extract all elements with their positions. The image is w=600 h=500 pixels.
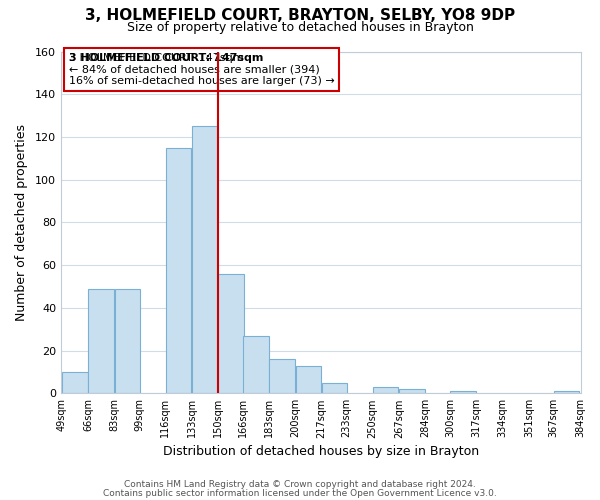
Text: Contains HM Land Registry data © Crown copyright and database right 2024.: Contains HM Land Registry data © Crown c…	[124, 480, 476, 489]
Bar	[115, 288, 140, 394]
Text: 3, HOLMEFIELD COURT, BRAYTON, SELBY, YO8 9DP: 3, HOLMEFIELD COURT, BRAYTON, SELBY, YO8…	[85, 8, 515, 22]
Bar	[192, 126, 217, 394]
Text: Contains public sector information licensed under the Open Government Licence v3: Contains public sector information licen…	[103, 488, 497, 498]
Bar	[166, 148, 191, 394]
Text: 3 HOLMEFIELD COURT: 147sqm
← 84% of detached houses are smaller (394)
16% of sem: 3 HOLMEFIELD COURT: 147sqm ← 84% of deta…	[69, 53, 334, 86]
Bar	[88, 288, 114, 394]
Bar	[296, 366, 321, 394]
X-axis label: Distribution of detached houses by size in Brayton: Distribution of detached houses by size …	[163, 444, 479, 458]
Bar	[373, 387, 398, 394]
Y-axis label: Number of detached properties: Number of detached properties	[15, 124, 28, 321]
Bar	[269, 359, 295, 394]
Bar	[322, 382, 347, 394]
Bar	[554, 391, 580, 394]
Text: 3 HOLMEFIELD COURT: 147sqm: 3 HOLMEFIELD COURT: 147sqm	[69, 53, 263, 63]
Bar	[218, 274, 244, 394]
Bar	[451, 391, 476, 394]
Bar	[62, 372, 88, 394]
Text: Size of property relative to detached houses in Brayton: Size of property relative to detached ho…	[127, 21, 473, 34]
Bar	[243, 336, 269, 394]
Bar	[400, 389, 425, 394]
